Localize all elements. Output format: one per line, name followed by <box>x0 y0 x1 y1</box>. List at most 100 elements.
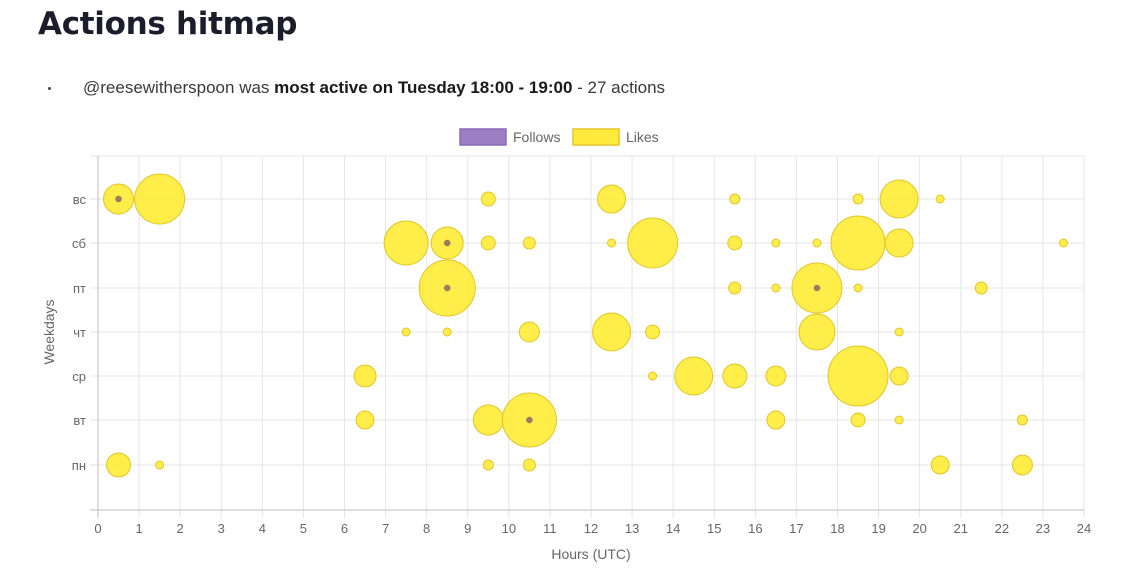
like-bubble <box>1011 454 1033 476</box>
like-bubble <box>480 235 496 251</box>
like-bubble <box>771 238 781 248</box>
like-bubble <box>798 313 836 351</box>
x-tick-label: 18 <box>830 521 844 536</box>
like-bubble <box>442 327 452 337</box>
like-bubble <box>134 173 186 225</box>
x-tick-label: 10 <box>502 521 516 536</box>
summary-count: 27 actions <box>587 78 666 97</box>
like-bubble <box>935 194 945 204</box>
like-bubble <box>480 191 496 207</box>
x-tick-label: 13 <box>625 521 639 536</box>
follow-bubble <box>115 195 122 203</box>
follow-bubble <box>443 284 451 292</box>
like-bubble <box>106 452 132 478</box>
x-tick-label: 4 <box>259 521 266 536</box>
like-bubble <box>674 356 714 396</box>
x-tick-label: 0 <box>94 521 101 536</box>
like-bubble <box>1016 414 1028 426</box>
y-tick-label: вт <box>73 413 86 428</box>
like-bubble <box>765 365 787 387</box>
like-bubble <box>852 193 864 205</box>
summary-item: @reesewitherspoon was most active on Tue… <box>46 76 665 100</box>
like-bubble <box>729 193 741 205</box>
like-bubble <box>889 366 909 386</box>
like-bubble <box>648 371 658 381</box>
like-bubble <box>518 321 540 343</box>
like-bubble <box>645 324 661 340</box>
like-bubble <box>353 364 377 388</box>
like-bubble <box>728 281 742 295</box>
legend-label: Likes <box>626 129 659 145</box>
like-bubble <box>766 410 786 430</box>
follow-bubble <box>813 284 821 292</box>
like-bubble <box>850 412 866 428</box>
like-bubble <box>974 281 988 295</box>
legend-swatch <box>572 128 620 146</box>
x-tick-label: 5 <box>300 521 307 536</box>
x-tick-label: 11 <box>543 521 557 536</box>
chart-legend: Follows Likes <box>459 128 659 146</box>
follow-bubble <box>443 239 451 247</box>
like-bubble <box>727 235 743 251</box>
like-bubble <box>155 460 165 470</box>
like-bubble <box>830 215 886 271</box>
like-bubble <box>627 217 679 269</box>
like-bubble <box>771 283 781 293</box>
like-bubble <box>482 459 494 471</box>
x-tick-label: 7 <box>382 521 389 536</box>
like-bubble <box>853 283 863 293</box>
like-bubble <box>522 458 536 472</box>
like-bubble <box>522 236 536 250</box>
y-tick-label: чт <box>73 325 86 340</box>
x-tick-label: 21 <box>954 521 968 536</box>
follow-bubble <box>526 416 533 424</box>
x-tick-label: 20 <box>912 521 926 536</box>
follows-series <box>115 195 821 424</box>
x-tick-label: 17 <box>789 521 803 536</box>
like-bubble <box>722 363 748 389</box>
like-bubble <box>401 327 411 337</box>
x-tick-label: 12 <box>584 521 598 536</box>
activity-summary: @reesewitherspoon was most active on Tue… <box>46 76 665 100</box>
like-bubble <box>1058 238 1068 248</box>
x-tick-label: 8 <box>423 521 430 536</box>
like-bubble <box>383 220 429 266</box>
like-bubble <box>930 455 950 475</box>
x-tick-label: 16 <box>748 521 762 536</box>
legend-label: Follows <box>513 129 560 145</box>
x-tick-label: 14 <box>666 521 680 536</box>
legend-swatch <box>459 128 507 146</box>
summary-highlight: most active on Tuesday 18:00 - 19:00 <box>274 78 573 97</box>
like-bubble <box>607 238 617 248</box>
like-bubble <box>597 184 627 214</box>
like-bubble <box>812 238 822 248</box>
y-axis-title: Weekdays <box>41 299 57 364</box>
x-tick-label: 19 <box>871 521 885 536</box>
like-bubble <box>355 410 375 430</box>
x-tick-label: 15 <box>707 521 721 536</box>
y-tick-label: сб <box>72 236 86 251</box>
like-bubble <box>894 415 904 425</box>
like-bubble <box>894 327 904 337</box>
x-tick-label: 22 <box>995 521 1009 536</box>
x-tick-label: 23 <box>1036 521 1050 536</box>
x-tick-label: 3 <box>218 521 225 536</box>
page-title: Actions hitmap <box>38 6 298 42</box>
chart-axes: 0 1 2 3 4 5 6 7 8 9 10 11 12 13 14 15 16 17 18 19 20 21 22 23 24… <box>72 156 1091 536</box>
like-bubble <box>592 312 632 352</box>
y-tick-label: пт <box>73 281 86 296</box>
like-bubble <box>472 404 504 436</box>
x-tick-label: 6 <box>341 521 348 536</box>
summary-was: was <box>239 78 270 97</box>
like-bubble <box>827 345 889 407</box>
like-bubble <box>879 179 919 219</box>
summary-separator: - <box>572 78 588 97</box>
y-tick-label: пн <box>72 458 86 473</box>
y-tick-label: ср <box>72 369 86 384</box>
x-tick-label: 9 <box>464 521 471 536</box>
likes-series <box>103 173 1068 478</box>
y-tick-label: вс <box>73 192 87 207</box>
summary-username: @reesewitherspoon <box>83 78 235 97</box>
x-tick-label: 2 <box>177 521 184 536</box>
